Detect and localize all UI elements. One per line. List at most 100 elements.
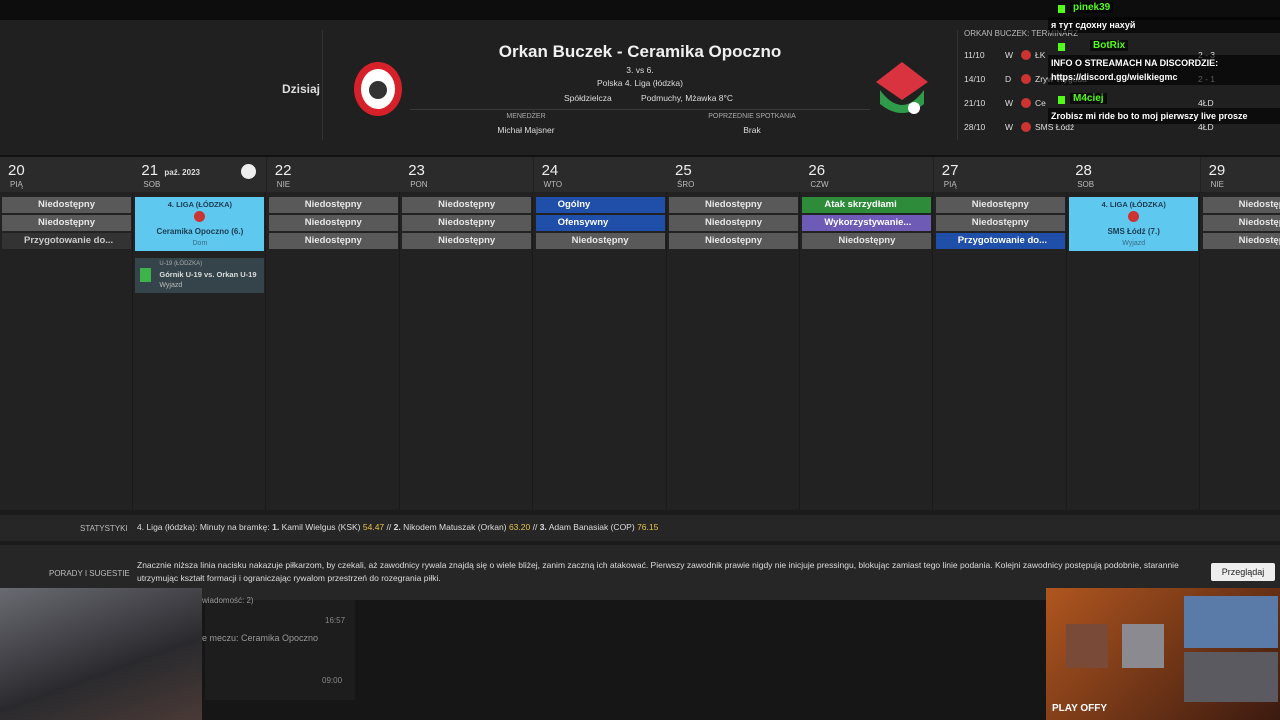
- day-number: 20: [8, 162, 25, 179]
- chat-badge: [1058, 5, 1065, 13]
- day-header: 28 SOB: [1067, 157, 1201, 192]
- day-column: 25 ŚRO Niedostępny Niedostępny Niedostępny: [667, 157, 800, 510]
- schedule-item: Atak skrzydłami: [802, 197, 932, 213]
- team-icon: [1021, 98, 1031, 108]
- chat-badge: [1058, 43, 1065, 51]
- manager-label: MENEDŻER: [506, 113, 546, 120]
- day-header: 27 PIĄ: [933, 157, 1067, 192]
- fixture-result: W: [1005, 98, 1014, 108]
- schedule-item: Przygotowanie do...: [935, 233, 1065, 249]
- schedule-item: Niedostępny: [1202, 233, 1280, 249]
- fixture-score: 4ŁD: [1198, 122, 1214, 132]
- day-header: 21 SOB paź. 2023: [133, 157, 267, 192]
- stat-value: 76.15: [637, 522, 659, 532]
- team-icon: [1021, 122, 1031, 132]
- schedule-item: Niedostępny: [2, 197, 131, 213]
- fixture-score: 4ŁD: [1198, 98, 1214, 108]
- day-of-week: ŚRO: [677, 180, 695, 189]
- match-header: Dzisiaj Orkan Buczek - Ceramika Opoczno …: [0, 20, 1280, 155]
- day-of-week: CZW: [810, 180, 829, 189]
- separator: //: [386, 522, 392, 532]
- fixture-team: Ce: [1035, 98, 1046, 108]
- tips-label: PORADY I SUGESTIE: [49, 569, 130, 578]
- schedule-item: Niedostępny: [1202, 215, 1280, 231]
- match-venue: Wyjazd: [1122, 240, 1146, 247]
- day-number: 22: [274, 162, 292, 179]
- home-crest: [354, 62, 402, 116]
- inbox-count: wiadomość: 2): [202, 596, 254, 605]
- day-header: 29 NIE: [1200, 157, 1280, 192]
- day-column: 24 WTO Ogólny Ofensywny Niedostępny: [533, 157, 667, 510]
- day-of-week: PON: [410, 180, 428, 189]
- day-of-week: SOB: [143, 180, 161, 189]
- fixture-result: W: [1005, 50, 1014, 60]
- day-of-week: NIE: [1210, 180, 1224, 189]
- player: Nikodem Matuszak (Orkan): [403, 522, 507, 532]
- fixture-result: D: [1005, 74, 1012, 84]
- rank: 3.: [539, 522, 547, 532]
- club-icon: [1128, 211, 1140, 222]
- match-competition: 4. LIGA (ŁÓDZKA): [1101, 200, 1166, 209]
- stats-prefix: 4. Liga (łódzka): Minuty na bramkę:: [137, 522, 270, 532]
- chat-message: INFO O STREAMACH NA DISCORDZIE: https://…: [1048, 55, 1280, 85]
- today-label: Dzisiaj: [282, 82, 321, 96]
- match-title: Orkan Buczek - Ceramika Opoczno: [498, 42, 782, 61]
- day-column: 28 SOB 4. LIGA (ŁÓDZKA) SMS Łódź (7.) Wyjazd: [1067, 157, 1201, 510]
- schedule-item: Ofensywny: [535, 215, 665, 231]
- chat-user: M4ciej: [1070, 93, 1107, 104]
- tips-text: Znacznie niższa linia nacisku nakazuje p…: [137, 560, 1179, 583]
- schedule-item: Niedostępny: [802, 233, 932, 249]
- fixture-date: 11/10: [964, 50, 985, 60]
- round: 3. vs 6.: [626, 65, 654, 75]
- event-competition: U-19 (ŁÓDZKA): [159, 261, 203, 267]
- browse-button[interactable]: Przeglądaj: [1211, 563, 1275, 581]
- team-icon: [1021, 50, 1031, 60]
- inbox-subject: e meczu: Ceramika Opoczno: [202, 633, 319, 643]
- chat-badge: [1058, 96, 1065, 104]
- day-header: 26 CZW: [800, 157, 934, 192]
- player: Kamil Wielgus (KSK): [281, 522, 361, 532]
- schedule-item: Niedostępny: [402, 215, 532, 231]
- weather: Podmuchy, Mżawka 8°C: [641, 93, 734, 103]
- day-number: 26: [808, 162, 826, 179]
- inbox-time: 16:57: [325, 616, 346, 625]
- schedule-item: Niedostępny: [535, 233, 665, 249]
- rank: 2.: [393, 522, 401, 532]
- schedule-item: Niedostępny: [402, 197, 532, 213]
- previous-label: POPRZEDNIE SPOTKANIA: [708, 113, 796, 120]
- fixture-date: 28/10: [964, 122, 986, 132]
- schedule-item: Niedostępny: [669, 233, 798, 249]
- brand: PLAY OFFY: [1052, 703, 1108, 714]
- match-opponent: SMS Łódź (7.): [1107, 227, 1160, 236]
- match-competition: 4. LIGA (ŁÓDZKA): [167, 200, 233, 209]
- previous: Brak: [743, 125, 761, 135]
- inbox-time: 09:00: [322, 676, 343, 685]
- day-of-week: SOB: [1077, 180, 1095, 189]
- schedule-item: Niedostępny: [268, 197, 398, 213]
- day-header: 25 ŚRO: [667, 157, 800, 192]
- stat-value: 54.47: [362, 522, 385, 532]
- chat-user: pinek39: [1070, 2, 1114, 13]
- schedule-item: Niedostępny: [669, 215, 798, 231]
- fixture-date: 21/10: [964, 98, 986, 108]
- fixtures-title: ORKAN BUCZEK: TERMINARZ: [964, 29, 1079, 38]
- schedule-item: Przygotowanie do...: [2, 233, 131, 249]
- stat-value: 63.20: [508, 522, 531, 532]
- team-icon: [1021, 74, 1031, 84]
- day-column: 20 PIĄ Niedostępny Niedostępny Przygotowanie…: [0, 157, 133, 510]
- day-number: 28: [1075, 162, 1092, 179]
- fixture-team: SMS Łódź: [1035, 122, 1075, 132]
- schedule-item: Niedostępny: [669, 197, 798, 213]
- day-of-week: WTO: [543, 180, 563, 189]
- chat-message: Zrobisz mi ride bo to moj pierwszy live …: [1048, 108, 1280, 124]
- fixture-date: 14/10: [964, 74, 986, 84]
- chat-message: я тут сдохну нахуй: [1048, 17, 1280, 33]
- day-number: 27: [941, 162, 959, 179]
- match-card: 4. LIGA (ŁÓDZKA) Ceramika Opoczno (6.) Dom: [135, 197, 265, 251]
- day-header: 23 PON: [400, 157, 534, 192]
- match-icon: [241, 164, 257, 179]
- day-header: 24 WTO: [533, 157, 667, 192]
- match-venue: Dom: [192, 240, 208, 247]
- day-number: 29: [1208, 162, 1226, 179]
